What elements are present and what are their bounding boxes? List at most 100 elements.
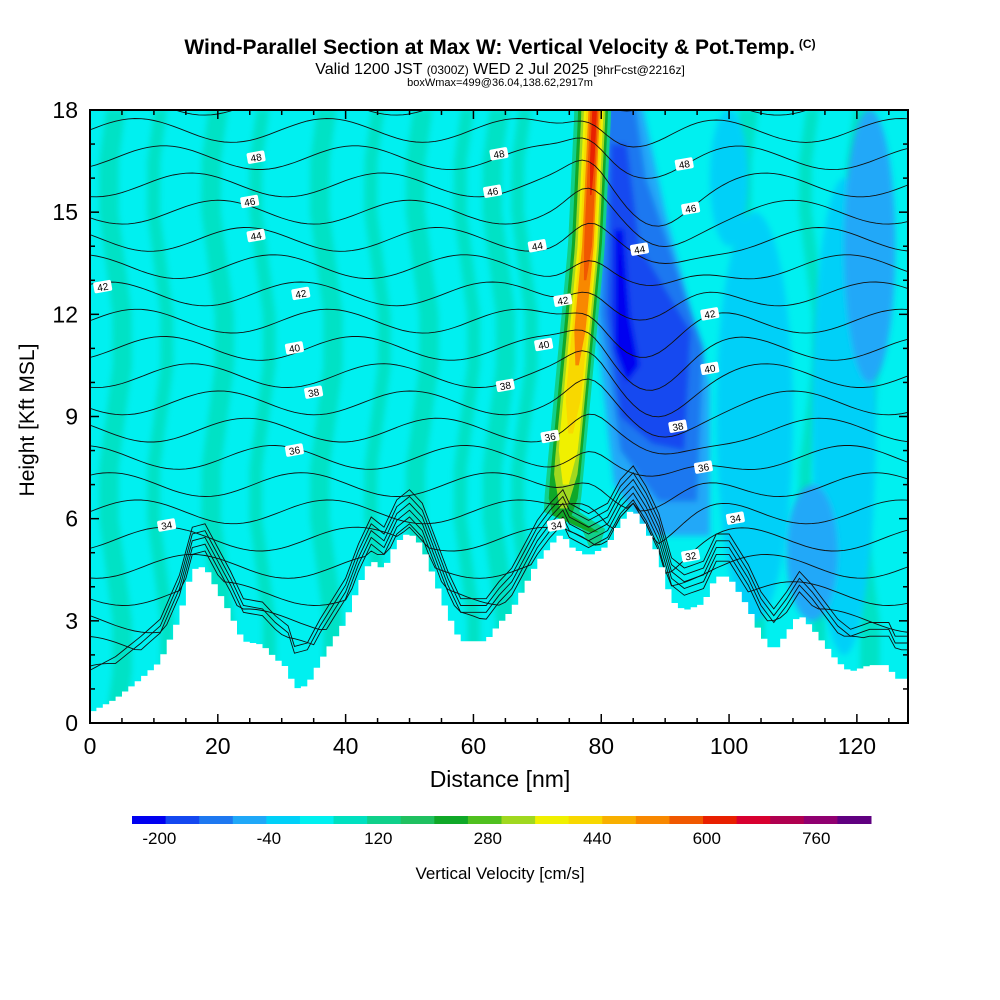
y-tick-label: 6 [65,506,78,532]
theta-contour [90,471,908,667]
contour-label-box [540,429,560,444]
y-tick-label: 18 [52,97,78,123]
streak [310,110,343,723]
contour-label: 34 [725,511,745,526]
colorbar-swatch [132,816,167,824]
contour-label-box [553,293,573,307]
contour-label: 44 [630,242,650,257]
colorbar-tick-label: 600 [693,829,721,848]
box-info: boxWmax=499@36.04,138.62,2917m [407,77,593,89]
contour-label: 36 [284,443,304,458]
contour-label-text: 48 [250,152,263,165]
colorbar-tick-label: 120 [364,829,392,848]
streak [482,110,516,723]
theta-contour [90,329,908,391]
contour-label-text: 44 [531,241,544,254]
contour-label: 48 [246,150,266,165]
updraft-plume [543,110,612,546]
streak [249,110,276,723]
colorbar-swatch [669,816,704,824]
colorbar-tick-label: 760 [802,829,830,848]
colorbar-swatch [199,816,234,824]
contour-label: 38 [495,378,515,393]
colorbar-swatch [535,816,570,824]
contour-label-text: 34 [160,520,173,533]
colorbar-swatch [635,816,670,824]
contour-label-box [674,157,694,171]
contour-label-box [725,511,745,525]
contour-label-text: 48 [678,159,691,172]
colorbar-swatch [703,816,738,824]
theta-contour [90,281,908,321]
x-tick-label: 20 [205,733,231,759]
contour-label: 40 [284,341,304,356]
chart-subtitle: Valid 1200 JST (0300Z) WED 2 Jul 2025 [9… [315,61,685,78]
contour-label-box [534,337,554,352]
theta-contour [90,187,908,248]
colorbar-swatch [434,816,469,824]
contour-label-text: 40 [537,340,550,353]
contour-label: 46 [681,201,701,216]
contour-label: 44 [527,239,547,254]
contour-label-box [240,194,260,209]
contour-label: 44 [246,228,266,243]
contour-label-text: 38 [499,380,512,393]
contour-label-box [527,239,547,253]
contour-label-text: 42 [97,282,110,295]
contour-label-text: 34 [729,513,742,526]
contour-label: 40 [700,361,720,376]
colorbar-swatch [467,816,502,824]
copyright-mark: (C) [798,37,816,51]
contour-label: 38 [668,419,688,434]
contour-label: 42 [291,286,311,301]
colorbar-swatch [602,816,637,824]
contour-label-box [630,242,650,256]
colorbar-label: Vertical Velocity [cm/s] [415,864,585,883]
contour-label-text: 42 [295,288,308,301]
colorbar-swatch [803,816,838,824]
theta-contour [90,478,908,651]
contour-label: 32 [681,548,701,563]
contour-label-text: 40 [704,363,717,376]
contour-label: 48 [489,147,509,162]
theta-contour [90,472,908,512]
contour-label-text: 46 [486,186,499,199]
colorbar-swatch [333,816,368,824]
contour-label-box [284,443,304,457]
contour-label-box [546,518,566,532]
contour-label-box [304,385,324,399]
contour-label-box [246,150,266,164]
theta-contour [90,465,908,671]
contour-label-box [291,286,311,301]
contour-label-text: 48 [493,149,506,162]
contour-label-box [681,201,701,215]
contour-label-box [284,341,304,355]
contour-labels: 34 36 38 40 42 42 44 46 48 48 46 44 42 40 38 36 34 48 46 44… [93,147,745,563]
contour-label: 38 [304,385,324,400]
streak [799,110,826,723]
x-tick-label: 100 [710,733,748,759]
contour-label-text: 44 [633,244,646,257]
theta-contour [90,485,908,634]
contour-label-text: 46 [244,196,257,209]
x-axis-label: Distance [nm] [429,766,571,792]
contour-label: 42 [553,293,573,308]
colorbar: -200 -40 120 280 440 600 760 [132,816,872,848]
colorbar-swatch [501,816,536,824]
contour-label: 42 [700,307,720,322]
theta-contour [90,308,908,358]
colorbar-tick-label: 440 [583,829,611,848]
colorbar-tick-label: 280 [474,829,502,848]
contour-label-text: 36 [697,462,710,475]
contour-label-text: 46 [684,203,697,216]
x-tick-label: 40 [333,733,359,759]
theta-contour [90,502,908,574]
theta-contour [90,445,908,477]
contour-label: 46 [240,194,260,209]
theta-contour [90,413,908,455]
streak [453,110,481,723]
contour-label-box [483,184,503,198]
contour-label-text: 36 [288,445,301,458]
